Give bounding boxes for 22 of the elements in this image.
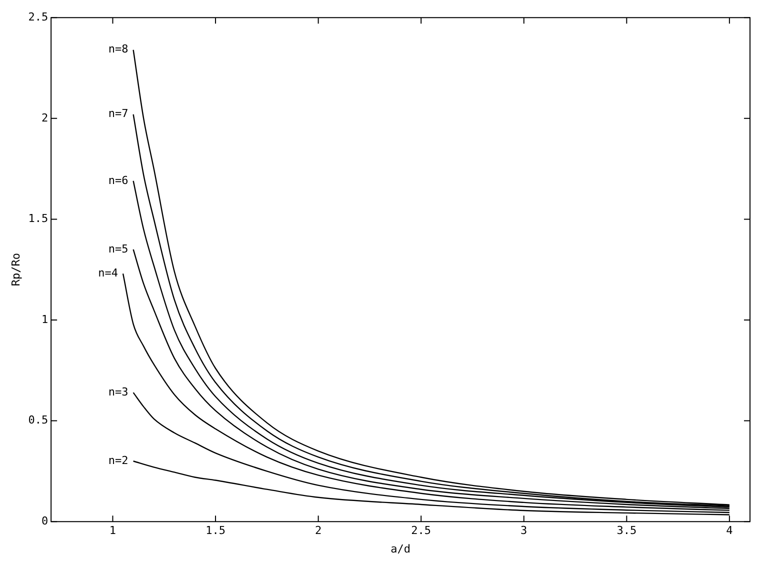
series-label: n=3 <box>108 385 128 398</box>
series-label: n=5 <box>108 242 128 256</box>
x-tick-label: 2 <box>314 524 322 538</box>
x-axis-title: a/d <box>390 542 410 556</box>
series-label: n=8 <box>108 42 128 56</box>
series-label: n=2 <box>108 454 128 467</box>
series-label: n=4 <box>98 266 118 280</box>
x-tick-label: 3 <box>520 524 528 538</box>
x-tick-label: 1 <box>109 524 116 538</box>
series-label: n=6 <box>108 174 128 187</box>
series-label: n=7 <box>108 107 128 120</box>
y-tick-label: 0.5 <box>28 414 48 427</box>
y-tick-label: 0 <box>41 514 48 528</box>
x-tick-label: 2.5 <box>411 524 432 538</box>
y-tick-label: 2 <box>41 111 48 124</box>
y-tick-label: 1.5 <box>28 212 48 226</box>
x-tick-label: 3.5 <box>616 524 637 538</box>
y-axis-title: Rp/Ro <box>9 253 22 286</box>
y-tick-label: 1 <box>41 312 48 326</box>
y-tick-label: 2.5 <box>28 10 48 24</box>
x-tick-label: 4 <box>726 524 734 538</box>
x-tick-label: 1.5 <box>206 524 226 538</box>
